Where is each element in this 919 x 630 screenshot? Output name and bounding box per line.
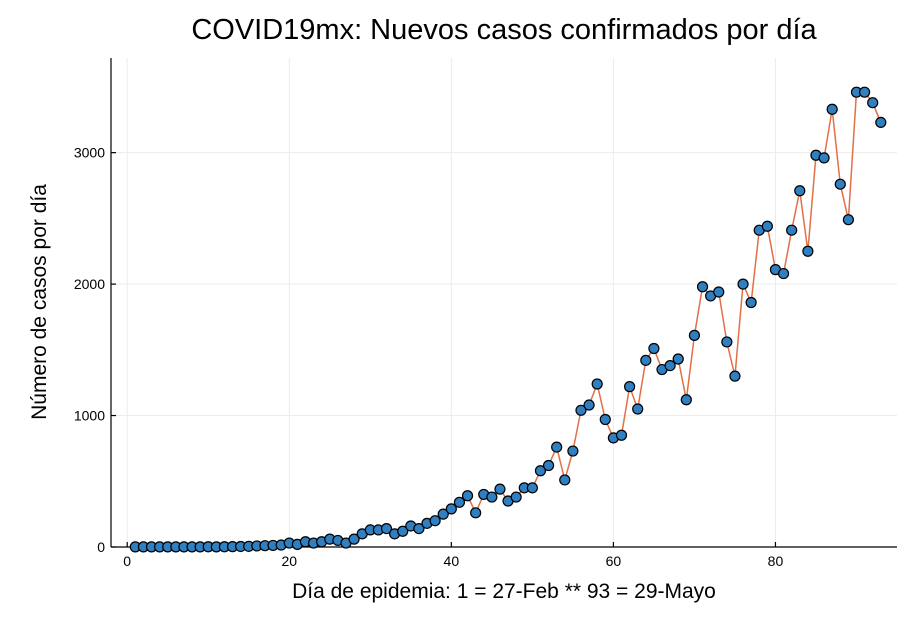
x-tick-label: 0 (123, 553, 131, 569)
data-point (591, 378, 603, 390)
data-point (437, 508, 449, 520)
data-point (648, 342, 660, 355)
data-point (461, 490, 474, 502)
y-tick-label: 2000 (74, 276, 105, 292)
x-tick-label: 40 (444, 553, 460, 569)
data-point (826, 103, 838, 115)
data-point (583, 399, 595, 411)
data-point (640, 354, 652, 366)
data-point (623, 381, 636, 393)
data-point (875, 116, 887, 129)
data-point (786, 224, 798, 236)
data-point (526, 482, 538, 494)
data-point (445, 503, 457, 515)
data-point (794, 185, 806, 197)
x-tick-label: 60 (606, 553, 622, 569)
data-point (599, 413, 611, 426)
data-point (559, 474, 571, 486)
data-point (737, 278, 749, 290)
y-tick-label: 1000 (74, 408, 105, 424)
data-point (615, 429, 628, 441)
data-point (842, 214, 854, 226)
x-tick-label: 80 (768, 553, 784, 569)
data-point (413, 522, 425, 535)
data-point (721, 336, 733, 348)
data-point (632, 403, 644, 415)
y-axis-label: Número de casos por día (28, 184, 51, 420)
series-line (135, 91, 882, 548)
data-point (510, 491, 522, 503)
data-point (834, 178, 846, 190)
data-point (672, 353, 684, 365)
data-point (696, 281, 709, 293)
data-point (542, 459, 555, 472)
data-point (664, 360, 676, 372)
data-point (397, 525, 409, 537)
data-point (534, 465, 547, 477)
chart-title: COVID19mx: Nuevos casos confirmados por … (191, 14, 817, 46)
data-point (777, 267, 790, 280)
data-point (470, 507, 482, 519)
x-axis-label: Día de epidemia: 1 = 27-Feb ** 93 = 29-M… (292, 580, 716, 603)
data-point (688, 329, 701, 341)
data-point (575, 404, 587, 416)
data-point (867, 97, 879, 109)
data-point (818, 152, 830, 164)
data-point (380, 522, 393, 535)
data-point (453, 496, 466, 508)
data-point (486, 491, 498, 503)
gridlines (111, 58, 897, 548)
data-point (745, 296, 757, 309)
y-tick-label: 3000 (74, 145, 105, 161)
data-point (761, 220, 773, 232)
data-point (680, 394, 692, 406)
data-points (129, 86, 887, 553)
y-tick-label: 0 (97, 539, 105, 555)
data-point (551, 441, 563, 453)
data-point (494, 483, 506, 495)
data-point (348, 533, 360, 545)
data-point (713, 286, 725, 298)
y-tick-labels: 0 1000 2000 3000 (74, 145, 116, 555)
data-point (802, 245, 814, 257)
data-point (729, 370, 741, 382)
data-point (858, 86, 871, 98)
data-point (567, 445, 579, 457)
data-point (429, 515, 441, 527)
x-tick-label: 20 (281, 553, 297, 569)
